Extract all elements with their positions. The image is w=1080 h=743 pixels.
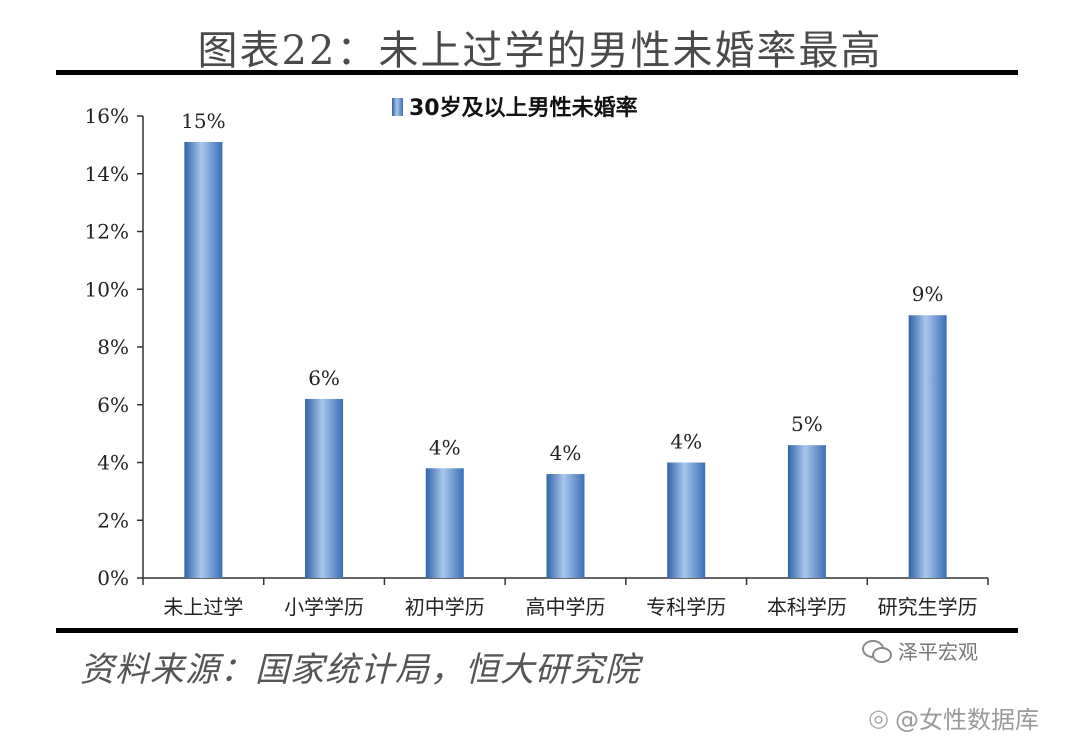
y-tick-label: 6% xyxy=(97,393,129,417)
bar xyxy=(546,474,585,578)
weibo-watermark: ◎ @女性数据库 xyxy=(868,700,1039,735)
x-tick-label: 未上过学 xyxy=(163,595,243,619)
wechat-watermark-text: 泽平宏观 xyxy=(898,640,978,664)
legend-swatch xyxy=(392,98,403,116)
legend-label: 30岁及以上男性未婚率 xyxy=(409,95,638,121)
chart-title: 图表22：未上过学的男性未婚率最高 xyxy=(197,28,883,74)
x-tick-label: 初中学历 xyxy=(405,595,485,619)
bar xyxy=(787,445,826,578)
bar xyxy=(908,315,947,578)
y-tick-label: 4% xyxy=(97,451,129,475)
y-tick-label: 16% xyxy=(85,104,129,128)
weibo-icon: ◎ xyxy=(868,703,889,732)
weibo-watermark-text: @女性数据库 xyxy=(894,706,1039,734)
source-note: 资料来源：国家统计局，恒大研究院 xyxy=(80,650,640,690)
y-tick-label: 8% xyxy=(97,335,129,359)
x-tick-label: 本科学历 xyxy=(767,595,847,619)
bottom-rule xyxy=(56,628,1018,633)
data-label: 4% xyxy=(429,435,461,459)
data-label: 9% xyxy=(912,282,944,306)
y-tick-label: 10% xyxy=(85,277,129,301)
data-label: 6% xyxy=(308,366,340,390)
bar xyxy=(184,141,223,579)
chart-bars: 15% 6% 4% 4% 4% 5% 9% xyxy=(181,109,947,579)
y-tick-label: 0% xyxy=(97,566,129,590)
x-tick-label: 专科学历 xyxy=(646,595,726,619)
chart-axes: 0% 2% 4% 6% 8% 10% 12% 14% 16% 未上过学 小学学历 初中学历 高中学历 专科… xyxy=(85,104,989,619)
data-label: 4% xyxy=(670,430,702,454)
y-tick-label: 2% xyxy=(97,508,129,532)
bar xyxy=(425,468,464,578)
chart-legend: 30岁及以上男性未婚率 xyxy=(392,95,638,121)
data-label: 15% xyxy=(181,109,225,133)
y-tick-label: 12% xyxy=(85,220,129,244)
x-tick-label: 小学学历 xyxy=(284,595,364,619)
bar xyxy=(305,398,344,578)
data-label: 4% xyxy=(550,441,582,465)
x-tick-label: 研究生学历 xyxy=(878,595,978,619)
wechat-icon xyxy=(862,639,892,663)
data-label: 5% xyxy=(791,412,823,436)
x-tick-label: 高中学历 xyxy=(526,595,606,619)
bar xyxy=(667,462,706,578)
top-rule xyxy=(56,70,1018,75)
y-tick-label: 14% xyxy=(85,162,129,186)
wechat-watermark: 泽平宏观 xyxy=(862,636,978,665)
